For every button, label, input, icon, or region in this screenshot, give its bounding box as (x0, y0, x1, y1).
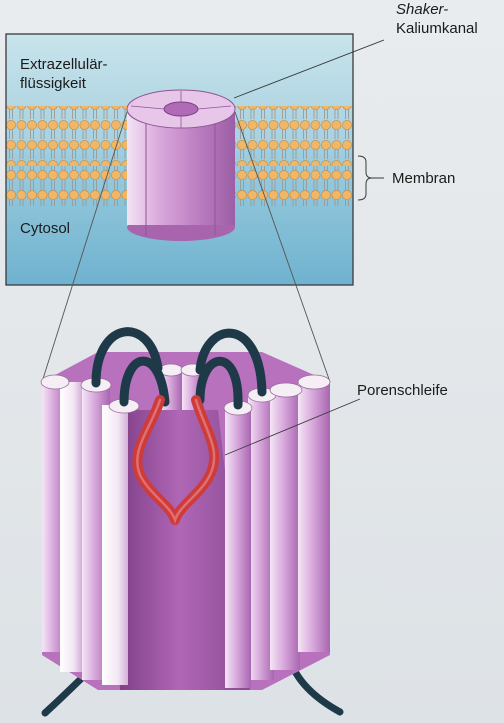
pore-loop-label: Porenschleife (357, 382, 448, 399)
membrane-bracket (357, 155, 373, 201)
extracellular-label-2: flüssigkeit (20, 75, 86, 92)
membrane-label: Membran (392, 170, 456, 187)
channel-name-label-2: Kaliumkanal (396, 20, 478, 37)
channel-pore-opening (163, 101, 199, 117)
helix-rods (42, 370, 330, 688)
channel-detail (40, 327, 344, 717)
extracellular-label: Extrazellulär- (20, 56, 108, 73)
zoom-line-right (234, 111, 331, 383)
linker-loops (91, 327, 267, 410)
channel-name-label: Shaker- (396, 1, 449, 18)
channel-cylinder (126, 89, 236, 241)
cytosol-label: Cytosol (20, 220, 71, 237)
zoom-line-left (41, 111, 128, 383)
pore-loop-leader (224, 398, 361, 456)
channel-label-leader (233, 39, 385, 99)
